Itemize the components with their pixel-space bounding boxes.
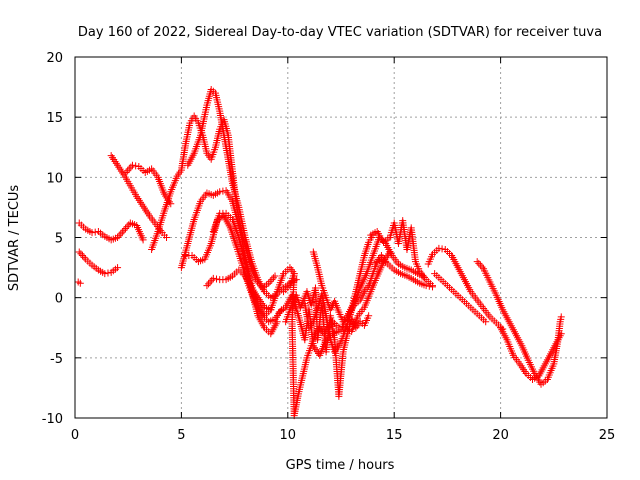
y-tick-label: 20 <box>46 51 63 66</box>
series-track-w <box>74 278 84 287</box>
data-point <box>267 306 275 314</box>
series-track-c <box>107 152 171 241</box>
y-tick-label: 0 <box>55 292 63 307</box>
data-point <box>120 226 128 234</box>
data-point <box>268 276 276 284</box>
series-track-d <box>122 161 175 208</box>
x-tick-label: 10 <box>280 428 297 443</box>
series-track-a <box>75 219 147 244</box>
data-point <box>80 253 88 261</box>
data-point <box>473 258 481 266</box>
data-point <box>114 234 122 241</box>
data-point <box>123 223 131 231</box>
data-point <box>104 269 112 277</box>
y-tick-label: 15 <box>46 111 63 126</box>
data-point <box>205 280 213 288</box>
data-point <box>213 275 221 283</box>
y-tick-label: 10 <box>46 171 63 186</box>
series-track-o <box>309 248 390 326</box>
data-point <box>122 169 130 177</box>
x-axis-label: GPS time / hours <box>286 458 395 473</box>
data-point <box>132 162 140 170</box>
series-track-r <box>371 255 437 291</box>
x-tick-label: 0 <box>71 428 79 443</box>
data-point <box>273 318 281 326</box>
y-tick-label: -5 <box>50 352 63 367</box>
series-track-q <box>367 217 437 290</box>
series-track-j <box>209 209 281 338</box>
x-tick-label: 15 <box>386 428 403 443</box>
series-track-f <box>184 85 300 302</box>
data-point <box>438 245 446 253</box>
data-point <box>271 272 279 280</box>
data-point <box>117 230 125 238</box>
series-track-u <box>473 258 565 388</box>
data-point <box>206 278 214 286</box>
data-point <box>139 236 147 244</box>
tick-layer: 0 5 10 15 20 25 -10 -5 0 5 10 15 20 <box>42 51 616 443</box>
data-point <box>216 188 224 196</box>
data-point <box>88 229 96 237</box>
data-point <box>75 248 83 256</box>
x-tick-label: 5 <box>177 428 185 443</box>
chart-title: Day 160 of 2022, Sidereal Day-to-day VTE… <box>78 25 602 40</box>
data-point <box>91 228 99 236</box>
data-point <box>557 313 565 321</box>
y-tick-label: 5 <box>55 232 63 247</box>
x-tick-label: 20 <box>492 428 509 443</box>
data-point <box>429 283 437 291</box>
data-point <box>101 270 109 278</box>
data-point <box>167 200 175 208</box>
data-point <box>163 234 171 241</box>
grid-layer <box>75 57 607 418</box>
data-point <box>476 261 484 269</box>
series-track-s <box>424 244 507 333</box>
data-point <box>77 250 85 258</box>
data-point <box>128 161 136 169</box>
data-point <box>209 274 217 282</box>
data-point <box>365 312 373 320</box>
x-tick-label: 25 <box>599 428 616 443</box>
series-track-t <box>431 270 490 326</box>
data-point <box>208 276 216 284</box>
data-point <box>124 167 132 175</box>
data-point <box>435 244 443 252</box>
series-track-e <box>148 112 279 292</box>
y-axis-label: SDTVAR / TECUs <box>7 185 22 292</box>
data-point <box>266 277 274 285</box>
data-point <box>127 163 135 171</box>
data-point <box>203 282 211 290</box>
data-point <box>265 279 273 287</box>
data-point <box>478 263 486 271</box>
y-tick-label: -10 <box>42 412 63 427</box>
data-marks <box>74 85 565 420</box>
data-point <box>125 221 133 229</box>
data-point <box>475 259 483 267</box>
data-point <box>422 282 430 290</box>
data-point <box>557 330 565 338</box>
data-point <box>118 228 126 236</box>
data-point <box>76 279 84 287</box>
data-point <box>125 165 133 173</box>
data-point <box>78 252 86 260</box>
data-point <box>122 224 130 232</box>
data-point <box>114 264 122 272</box>
series-track-b <box>75 248 122 278</box>
series-track-v <box>497 324 565 383</box>
data-point <box>269 274 277 282</box>
data-point <box>219 187 227 195</box>
data-point <box>482 318 490 326</box>
data-point <box>425 282 433 290</box>
data-point <box>115 232 123 240</box>
